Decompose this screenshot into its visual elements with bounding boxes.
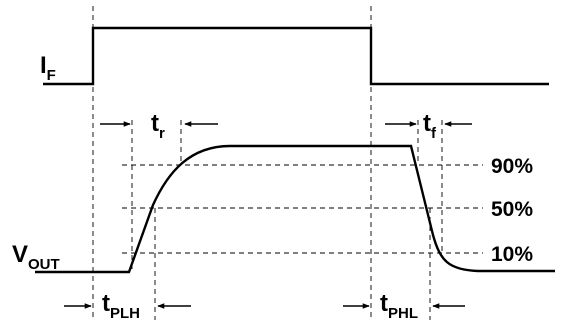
output-signal-label: VOUT [12, 241, 60, 273]
output-voltage-waveform [35, 144, 555, 274]
fall-time-label: tf [423, 110, 437, 142]
level-label-10pct: 10% [491, 243, 533, 266]
input-current-waveform [43, 26, 549, 86]
phl-label: tPHL [380, 290, 418, 322]
level-label-90pct: 90% [491, 155, 533, 178]
input-signal-label: IF [40, 52, 56, 84]
rise-time-label: tr [151, 110, 165, 142]
level-label-50pct: 50% [491, 198, 533, 221]
plh-label: tPLH [102, 290, 140, 322]
